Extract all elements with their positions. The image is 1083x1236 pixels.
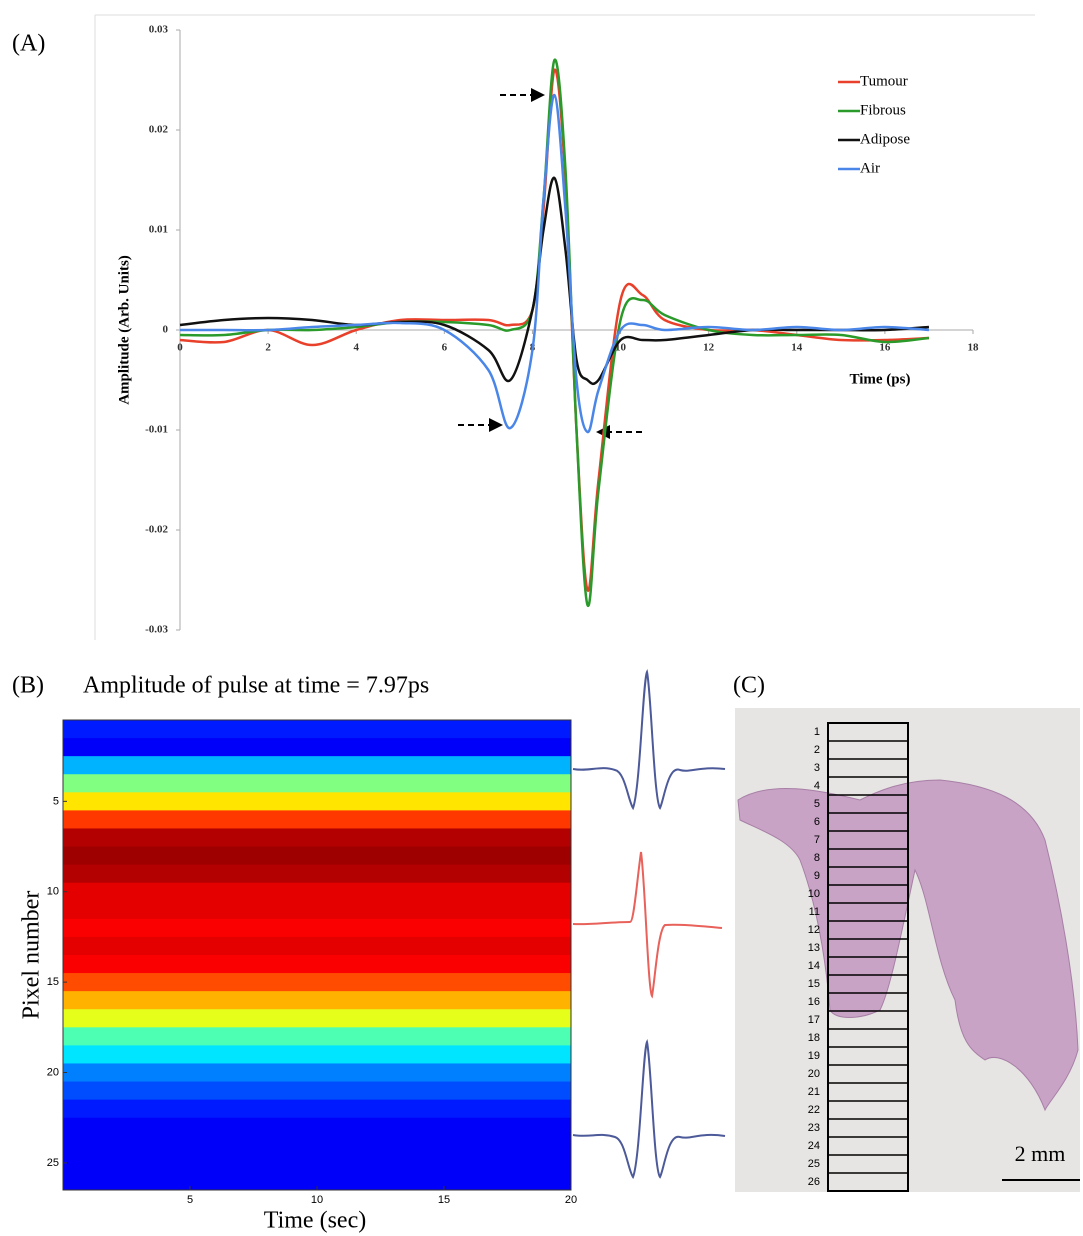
x-tick-label: 20	[565, 1194, 577, 1206]
y-tick-label: 20	[47, 1066, 59, 1078]
scale-bar-label: 2 mm	[1015, 1141, 1066, 1166]
legend-label: Tumour	[860, 73, 908, 89]
y-axis-title: Amplitude (Arb. Units)	[116, 255, 132, 405]
heat-row	[63, 720, 571, 739]
y-tick-label: 0.01	[149, 224, 168, 236]
heat-row	[63, 1117, 571, 1137]
x-tick-label: 10	[311, 1194, 323, 1206]
heat-row	[63, 1045, 571, 1064]
y-tick-label: 10	[47, 886, 59, 898]
y-tick-label: -0.03	[145, 624, 168, 636]
y-tick-label: 0.02	[149, 124, 169, 136]
y-tick-label: -0.01	[145, 424, 168, 436]
legend-label: Adipose	[860, 131, 910, 147]
legend-label: Fibrous	[860, 102, 906, 118]
x-tick-label: 14	[791, 342, 803, 354]
x-tick-label: 0	[177, 342, 183, 354]
heat-row	[63, 756, 571, 775]
cell-label: 6	[814, 816, 820, 828]
cell-label: 3	[814, 762, 820, 774]
y-axis-title: Pixel number	[19, 891, 45, 1020]
cell-label: 8	[814, 852, 820, 864]
heat-row	[63, 900, 571, 920]
cell-label: 13	[808, 942, 820, 954]
series-line	[179, 58, 930, 607]
cell-label: 21	[808, 1086, 820, 1098]
x-tick-label: 15	[438, 1194, 450, 1206]
cell-label: 2	[814, 744, 820, 756]
y-tick-label: 0	[163, 324, 169, 336]
y-tick-label: 0.03	[149, 24, 169, 36]
x-tick-label: 10	[615, 342, 627, 354]
cell-label: 11	[809, 906, 820, 918]
heat-row	[63, 973, 571, 992]
heat-row	[63, 1153, 571, 1173]
heat-row	[63, 918, 571, 938]
chart-title: Amplitude of pulse at time = 7.97ps	[83, 673, 429, 699]
cell-label: 26	[808, 1176, 820, 1188]
heat-row	[63, 828, 571, 848]
tissue	[737, 779, 1079, 1112]
cell-label: 10	[808, 888, 820, 900]
cell-label: 9	[814, 870, 820, 882]
heat-row	[63, 1063, 571, 1083]
y-tick-label: -0.02	[145, 524, 168, 536]
heat-row	[63, 1027, 571, 1046]
heat-row	[63, 1081, 571, 1101]
x-axis-title: Time (ps)	[850, 371, 911, 387]
panel-label: (C)	[733, 673, 765, 699]
cell-label: 4	[814, 780, 820, 792]
cell-label: 5	[814, 798, 820, 810]
heat-row	[63, 1171, 571, 1191]
cell-label: 1	[814, 726, 820, 738]
cell-label: 18	[808, 1032, 820, 1044]
cell-label: 17	[808, 1014, 820, 1026]
x-tick-label: 5	[187, 1194, 193, 1206]
panel-label: (B)	[12, 673, 44, 699]
panel-label: (A)	[12, 31, 45, 57]
heat-row	[63, 955, 571, 974]
x-tick-label: 16	[879, 342, 891, 354]
heat-row	[63, 774, 571, 793]
series-line	[179, 176, 930, 386]
heat-row	[63, 1099, 571, 1119]
legend-label: Air	[860, 160, 880, 176]
y-tick-label: 5	[53, 795, 59, 807]
cell-label: 7	[814, 834, 820, 846]
cell-label: 23	[808, 1122, 820, 1134]
heat-row	[63, 864, 571, 884]
cell-label: 12	[808, 924, 820, 936]
cell-label: 16	[808, 996, 820, 1008]
cell-label: 15	[808, 978, 820, 990]
arrows	[458, 94, 642, 433]
cell-label: 14	[808, 960, 820, 972]
heat-row	[63, 738, 571, 757]
heat-row	[63, 810, 571, 829]
heat-row	[63, 1135, 571, 1155]
x-tick-label: 4	[353, 342, 359, 354]
cell-label: 19	[808, 1050, 820, 1062]
heat-row	[63, 882, 571, 902]
cell-label: 22	[808, 1104, 820, 1116]
y-tick-label: 25	[47, 1157, 59, 1169]
arrowheads	[489, 88, 610, 439]
cell-label: 20	[808, 1068, 820, 1080]
cell-label: 24	[808, 1140, 820, 1152]
x-tick-label: 12	[703, 342, 715, 354]
heat-row	[63, 846, 571, 866]
x-tick-label: 18	[968, 342, 980, 354]
x-axis-title: Time (sec)	[264, 1208, 366, 1234]
heat-row	[63, 792, 571, 811]
series-line	[180, 93, 930, 434]
pulse-thumbnails	[572, 669, 726, 1180]
heat-row	[63, 936, 571, 956]
x-tick-label: 2	[265, 342, 271, 354]
cell-label: 25	[808, 1158, 820, 1170]
heat-row	[63, 1009, 571, 1028]
heat-row	[63, 991, 571, 1010]
y-tick-label: 15	[47, 976, 59, 988]
x-tick-label: 6	[442, 342, 448, 354]
